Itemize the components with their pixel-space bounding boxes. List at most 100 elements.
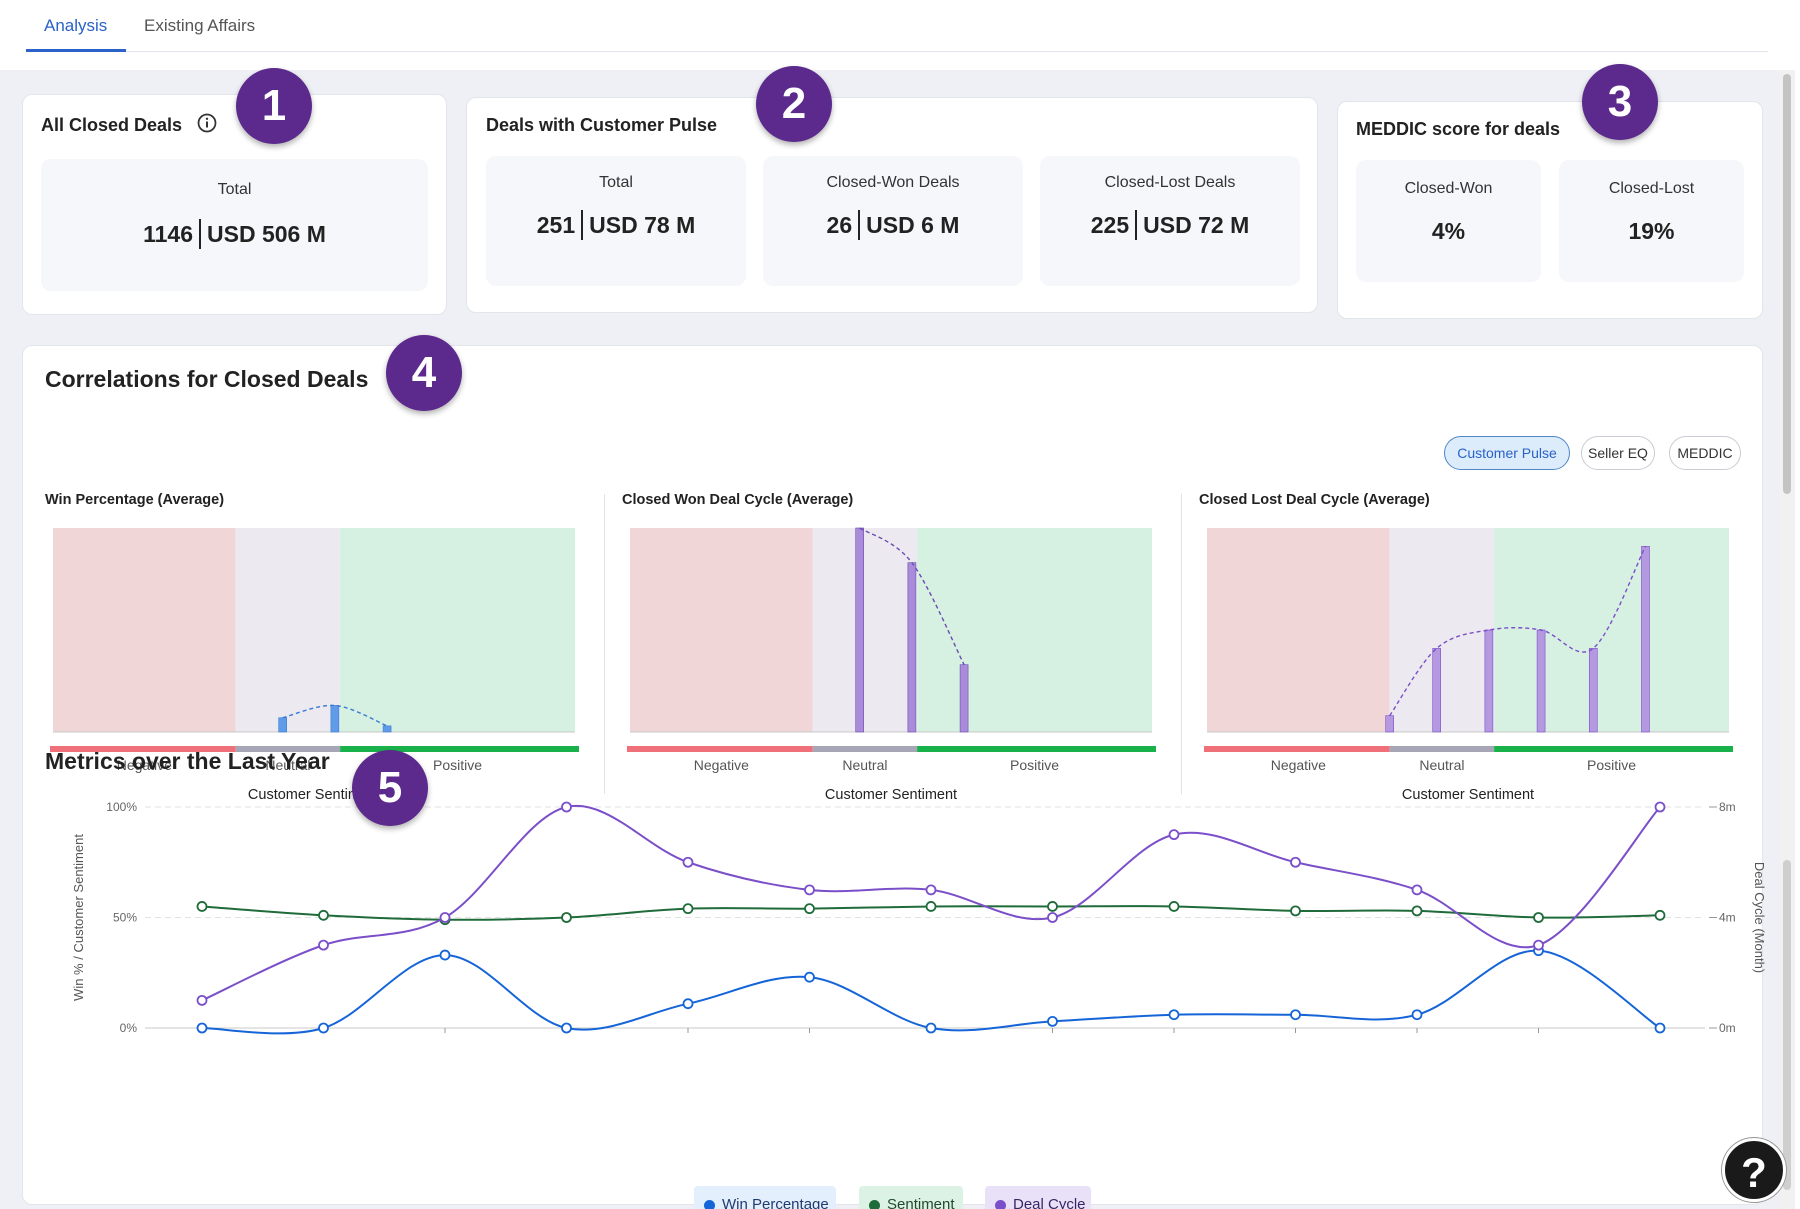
legend-label: Deal Cycle (1013, 1196, 1086, 1209)
deal-amount: USD 72 M (1143, 212, 1250, 239)
data-point (318, 939, 329, 951)
data-point (682, 903, 694, 915)
meddic-title: MEDDIC score for deals (1356, 119, 1561, 139)
data-point (1047, 901, 1058, 912)
data-point (1168, 829, 1180, 841)
positive-bar (340, 746, 579, 752)
help-button[interactable]: ? (1722, 1138, 1786, 1202)
filter-meddic[interactable]: MEDDIC (1669, 436, 1741, 470)
stat-label: Closed-Won Deals (826, 174, 960, 191)
tab-analysis[interactable]: Analysis (44, 16, 108, 35)
neutral-bar (235, 746, 341, 752)
data-point (925, 884, 937, 896)
legend-dot (869, 1200, 880, 1209)
correlations-title: Correlations for Closed Deals (45, 366, 369, 392)
data-point (804, 884, 815, 896)
closed-won-cycle-chart: Negative Neutral Positive Customer Sentimen… (627, 527, 1156, 803)
neutral-zone (1389, 528, 1495, 732)
stat-value: 4% (1431, 218, 1466, 244)
data-point (318, 909, 329, 921)
stat-label: Closed-Lost Deals (1104, 174, 1236, 191)
deal-count: 26 (826, 212, 853, 239)
data-point (439, 912, 451, 923)
metrics-line-chart: 0% 0m 50% 4m 100% 8m Win % / Customer Sentimen… (71, 800, 1765, 1035)
negative-zone (630, 528, 813, 732)
neutral-zone (235, 528, 341, 732)
negative-zone (1207, 528, 1390, 732)
stat-label: Total (217, 181, 252, 198)
positive-label: Positive (1587, 757, 1636, 773)
main-content: All Closed Deals Total 1146 USD 506 M Dea… (0, 64, 1795, 1209)
neutral-zone (812, 528, 918, 732)
top-bar: Analysis Existing Affairs (0, 0, 1795, 70)
bar (1641, 546, 1650, 733)
bar (1588, 648, 1598, 733)
bar (278, 717, 287, 733)
deal-amount: USD 6 M (866, 212, 960, 239)
legend-deal-cycle[interactable]: Deal Cycle (985, 1186, 1091, 1209)
negative-bar (1204, 746, 1390, 752)
total-stat: Total 1146 USD 506 M (41, 159, 428, 291)
data-point (1654, 801, 1666, 813)
win-percentage-chart: Negative Neutral Positive Customer Sentimen… (50, 528, 579, 803)
annotation-badge-1: 1 (236, 68, 312, 144)
correlations-metrics-card: Correlations for Closed Deals Customer P… (22, 345, 1765, 1209)
annotation-badge-4: 4 (386, 335, 462, 411)
stat-value: 1146 USD 506 M (41, 219, 428, 251)
legend-sentiment[interactable]: Sentiment (859, 1186, 963, 1209)
bar (959, 664, 969, 733)
legend-label: Sentiment (887, 1196, 955, 1209)
tab-bar: Analysis Existing Affairs (26, 0, 1768, 52)
data-point (804, 971, 815, 983)
scrollbar-thumb[interactable] (1783, 74, 1791, 494)
data-point (561, 912, 572, 923)
tab-existing-affairs[interactable]: Existing Affairs (144, 16, 256, 35)
closed-lost-cycle-chart-title: Closed Lost Deal Cycle (Average) (1199, 492, 1430, 508)
data-point (1533, 912, 1544, 923)
total-stat: Total 251 USD 78 M (486, 156, 746, 286)
closed-won-stat: Closed-Won 4% (1356, 160, 1541, 282)
positive-bar (917, 746, 1156, 752)
positive-label: Positive (1010, 757, 1059, 773)
neutral-label: Neutral (842, 757, 887, 773)
data-point (561, 801, 572, 813)
stat-value: 251 USD 78 M (486, 210, 746, 242)
bar (1432, 648, 1441, 733)
legend-win-percentage[interactable]: Win Percentage (694, 1186, 836, 1209)
data-point (196, 994, 208, 1006)
data-point (561, 1022, 572, 1034)
bar (855, 527, 864, 733)
stat-label: Total (599, 174, 633, 191)
data-point (1533, 939, 1544, 951)
closed-lost-stat: Closed-Lost Deals 225 USD 72 M (1040, 156, 1300, 286)
data-point (196, 901, 208, 912)
data-point (1168, 1009, 1180, 1021)
filter-customer-pulse[interactable]: Customer Pulse (1444, 436, 1570, 470)
neutral-bar (1389, 746, 1495, 752)
info-icon[interactable] (197, 113, 217, 133)
scrollbar[interactable] (1780, 70, 1794, 1209)
negative-label: Negative (694, 757, 749, 773)
chart-divider (1181, 494, 1182, 794)
y-tick-label-left: 0% (120, 1021, 138, 1035)
data-point (1168, 901, 1180, 912)
scrollbar-thumb-secondary[interactable] (1783, 860, 1791, 1190)
data-point (682, 998, 694, 1010)
negative-bar (627, 746, 813, 752)
data-point (318, 1022, 329, 1034)
annotation-badge-2: 2 (756, 66, 832, 142)
neutral-label: Neutral (1419, 757, 1464, 773)
y-tick-label-right: 0m (1719, 1021, 1736, 1035)
data-point (1290, 905, 1301, 917)
win-percentage-chart-title: Win Percentage (Average) (45, 492, 225, 508)
filter-seller-eq[interactable]: Seller EQ (1581, 436, 1655, 470)
data-point (682, 856, 694, 868)
stat-value: 26 USD 6 M (763, 210, 1023, 242)
series-line (201, 949, 1661, 1035)
data-point (804, 903, 815, 915)
y-tick-label-right: 8m (1719, 800, 1736, 814)
metrics-title: Metrics over the Last Year (45, 748, 330, 774)
data-point (1047, 1015, 1058, 1027)
legend-dot (704, 1200, 715, 1209)
positive-zone (340, 528, 575, 732)
